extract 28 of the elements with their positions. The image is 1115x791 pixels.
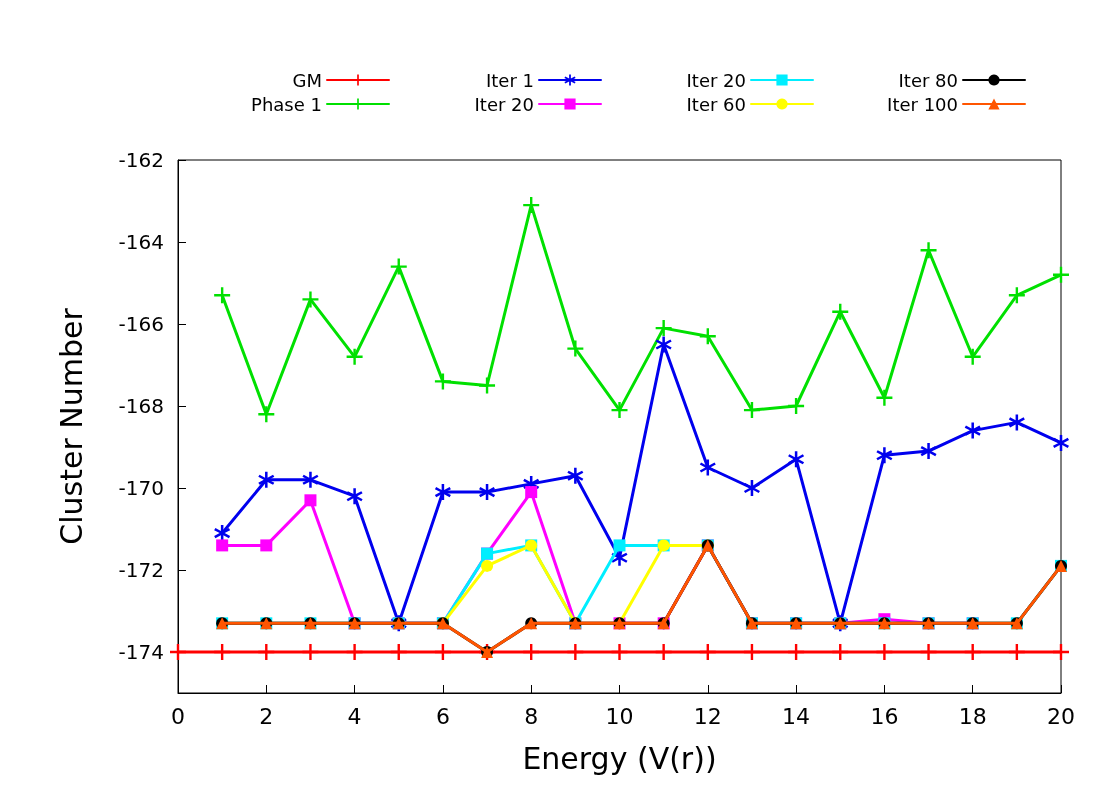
legend-label: Iter 100	[887, 93, 958, 115]
y-tick-label: -172	[118, 558, 164, 582]
legend-label: Iter 20	[686, 69, 746, 91]
y-tick-label: -168	[118, 394, 164, 418]
x-tick-label: 12	[693, 703, 722, 729]
x-tick-label: 8	[524, 703, 539, 729]
y-axis-title: Cluster Number	[53, 307, 89, 545]
y-tick-label: -166	[118, 312, 164, 336]
y-tick-label: -162	[118, 148, 164, 172]
x-tick-label: 6	[435, 703, 450, 729]
x-tick-label: 10	[605, 703, 634, 729]
y-tick-label: -174	[118, 640, 164, 664]
x-tick-label: 14	[782, 703, 811, 729]
legend-label: Iter 20	[474, 93, 534, 115]
x-tick-label: 0	[171, 703, 185, 729]
legend-label: Phase 1	[251, 93, 322, 115]
legend-label: Iter 1	[485, 69, 534, 91]
legend-label: GM	[292, 69, 322, 91]
x-tick-label: 2	[259, 703, 274, 729]
x-axis-title: Energy (V(r))	[522, 740, 717, 776]
x-tick-label: 18	[958, 703, 987, 729]
x-tick-label: 4	[347, 703, 362, 729]
legend-label: Iter 80	[898, 69, 958, 91]
y-tick-label: -164	[118, 230, 164, 254]
x-tick-label: 16	[870, 703, 899, 729]
y-tick-label: -170	[118, 476, 164, 500]
x-tick-label: 20	[1047, 703, 1075, 729]
legend-label: Iter 60	[686, 93, 746, 115]
